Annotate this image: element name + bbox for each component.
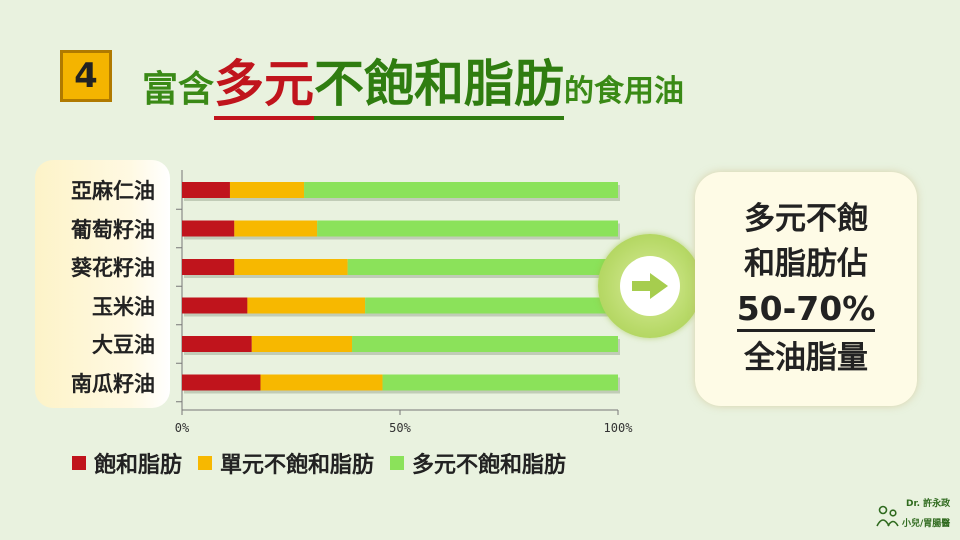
logo-name: Dr. 許永政 — [906, 499, 951, 509]
category-label-panel — [35, 160, 170, 408]
x-tick-label: 0% — [175, 421, 190, 435]
legend-swatch — [72, 456, 86, 470]
bar-segment — [182, 374, 261, 391]
bar-segment — [304, 182, 618, 198]
legend-swatch — [198, 456, 213, 470]
category-label: 南瓜籽油 — [71, 371, 155, 396]
bar-segment — [182, 336, 252, 352]
author-logo: Dr. 許永政 小兒/胃腸醫 — [876, 494, 952, 532]
section-number-badge: 4 — [60, 50, 112, 102]
bar-segment — [247, 297, 366, 314]
doctor-family-icon — [876, 505, 899, 527]
bar-segment — [234, 220, 318, 237]
chart-legend: 飽和脂肪 單元不飽和脂肪 多元不飽和脂肪 — [72, 448, 566, 478]
category-label: 玉米油 — [92, 294, 155, 319]
bar-segment — [234, 259, 348, 275]
legend-swatch — [390, 456, 405, 470]
title-highlight-green: 不飽和脂肪 — [314, 44, 565, 120]
arrow-right-icon — [632, 273, 668, 299]
category-label: 葡萄籽油 — [71, 217, 155, 242]
callout-percentage: 50-70% — [736, 289, 876, 332]
callout-line-1: 多元不飽 — [744, 201, 868, 237]
arrow-circle — [598, 234, 702, 338]
callout-box: 多元不飽 和脂肪佔 50-70% 全油脂量 — [695, 172, 917, 406]
bar-segment — [229, 182, 305, 198]
x-tick-label: 50% — [389, 421, 411, 435]
legend-label: 飽和脂肪 — [94, 453, 183, 478]
legend-label: 單元不飽和脂肪 — [220, 453, 375, 478]
bar-segment — [251, 336, 353, 352]
legend-label: 多元不飽和脂肪 — [412, 453, 567, 478]
bar-segment — [182, 297, 248, 314]
logo-subtitle: 小兒/胃腸醫 — [902, 519, 951, 529]
bar-segment — [260, 374, 383, 391]
bar-segment — [182, 259, 235, 275]
legend-item: 單元不飽和脂肪 — [198, 447, 374, 479]
bar-segment — [347, 259, 618, 275]
title-prefix: 富含 — [142, 69, 215, 110]
bar-segment — [365, 297, 618, 314]
bar-segment — [182, 182, 230, 198]
callout-line-4: 全油脂量 — [744, 340, 868, 376]
callout-line-2: 和脂肪佔 — [744, 246, 868, 282]
x-tick-label: 100% — [604, 421, 634, 435]
bar-segment — [352, 336, 618, 352]
category-label: 亞麻仁油 — [71, 179, 155, 203]
bar-segment — [317, 220, 618, 237]
legend-item: 飽和脂肪 — [72, 447, 182, 479]
title-suffix: 的食用油 — [564, 74, 685, 109]
bar-segment — [182, 220, 235, 237]
bar-segment — [382, 374, 618, 391]
legend-item: 多元不飽和脂肪 — [390, 447, 566, 479]
category-label: 葵花籽油 — [71, 256, 155, 280]
title-highlight-red: 多元 — [214, 44, 315, 120]
page-title: 富含 多元 不飽和脂肪 的食用油 — [142, 44, 685, 120]
category-label: 大豆油 — [92, 333, 155, 357]
